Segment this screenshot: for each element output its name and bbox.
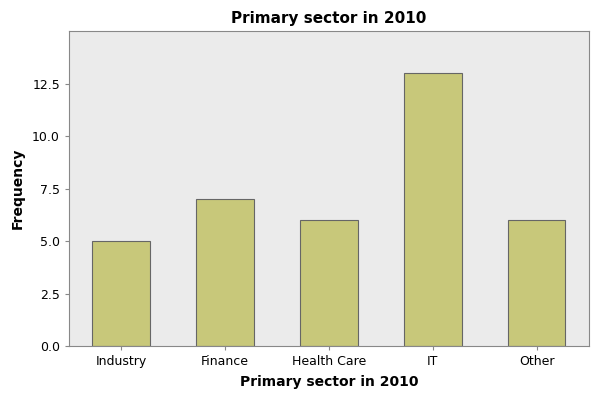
Bar — [196, 199, 254, 346]
X-axis label: Primary sector in 2010: Primary sector in 2010 — [239, 375, 418, 389]
Y-axis label: Frequency: Frequency — [11, 148, 25, 229]
Bar — [92, 241, 149, 346]
Title: Primary sector in 2010: Primary sector in 2010 — [231, 11, 427, 26]
Bar — [404, 73, 461, 346]
Bar — [301, 220, 358, 346]
Bar — [508, 220, 565, 346]
